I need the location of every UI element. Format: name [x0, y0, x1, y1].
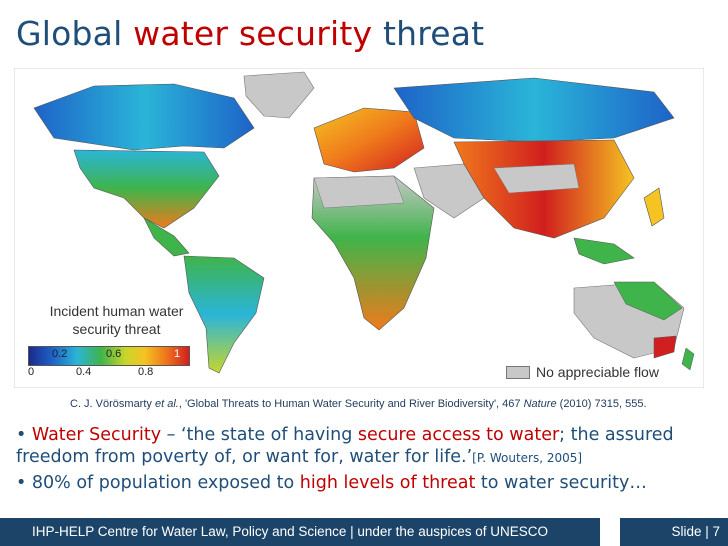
no-flow-legend: No appreciable flow	[506, 364, 659, 380]
citation-etal: et al.	[154, 398, 179, 410]
slide-number: Slide | 7	[671, 524, 720, 539]
bullet-marker: •	[16, 425, 32, 445]
legend-tick-bottom-3: 0.8	[138, 366, 154, 378]
legend-tick-bottom-1: 0	[28, 366, 35, 378]
bullet-text-rest: ; the assured freedom from poverty of, o…	[16, 425, 674, 467]
no-flow-swatch	[506, 365, 530, 379]
footer-organization: IHP-HELP Centre for Water Law, Policy an…	[32, 524, 548, 539]
bullet-water-security: • Water Security – ‘the state of having …	[16, 424, 716, 469]
bullet-highlight: secure access to water	[357, 425, 560, 445]
citation-title: , 'Global Threats to Human Water Securit…	[178, 398, 524, 410]
title-part2: threat	[372, 14, 485, 53]
legend-tick-top-3: 1	[174, 348, 181, 360]
legend-tick-bottom-2: 0.4	[76, 366, 92, 378]
bullet-text-rest: to water security…	[475, 473, 647, 493]
citation-authors: C. J. Vörösmarty	[70, 398, 155, 410]
no-flow-label: No appreciable flow	[536, 364, 659, 380]
bullet-term: Water Security	[31, 425, 162, 445]
legend-color-scale	[28, 346, 190, 366]
bullet-highlight: high levels of threat	[299, 473, 476, 493]
citation-journal: Nature	[523, 398, 557, 410]
bullet-list: • Water Security – ‘the state of having …	[16, 424, 716, 497]
bullet-text: – ‘the state of having	[161, 425, 358, 445]
title-part1: Global	[16, 14, 134, 53]
title-accent: water security	[133, 14, 373, 53]
citation: C. J. Vörösmarty et al., 'Global Threats…	[70, 398, 647, 410]
footer-separator	[600, 518, 620, 546]
bullet-text: • 80% of population exposed to	[16, 473, 300, 493]
footer-bar: IHP-HELP Centre for Water Law, Policy an…	[0, 518, 728, 546]
legend-tick-top-1: 0.2	[52, 348, 68, 360]
bullet-population: • 80% of population exposed to high leve…	[16, 472, 716, 494]
world-map-image	[14, 68, 704, 388]
bullet-reference: [P. Wouters, 2005]	[472, 451, 583, 465]
legend-title: Incident human water security threat	[49, 303, 184, 337]
citation-end: (2010) 7315, 555.	[556, 398, 647, 410]
legend-tick-top-2: 0.6	[106, 348, 122, 360]
slide-title: Global water security threat	[16, 14, 484, 53]
world-map-panel: Incident human water security threat 0.2…	[14, 68, 704, 388]
